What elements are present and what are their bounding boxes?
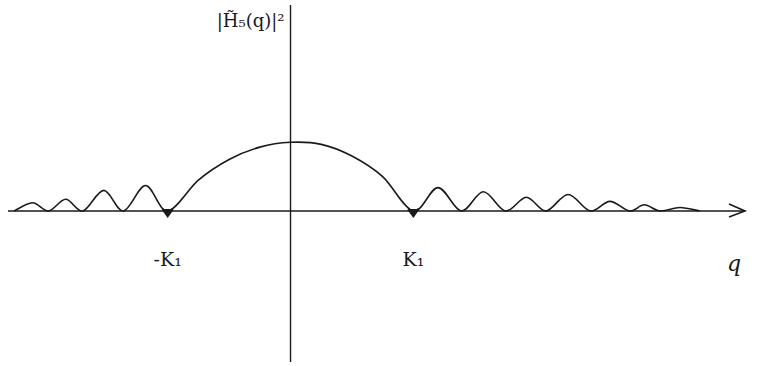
x-axis-label: q [727,251,741,276]
x-axis-arrow [729,204,745,217]
y-axis [290,5,291,362]
chart: -K₁ K₁ q |H̃₅(q)|² [0,0,759,366]
x-tick-label: -K₁ [154,248,182,270]
curve [14,142,699,211]
x-tick [163,209,173,216]
plot-area [14,142,699,211]
x-tick [408,209,418,216]
y-axis-label: |H̃₅(q)|² [217,10,285,32]
x-tick-label: K₁ [402,248,424,270]
